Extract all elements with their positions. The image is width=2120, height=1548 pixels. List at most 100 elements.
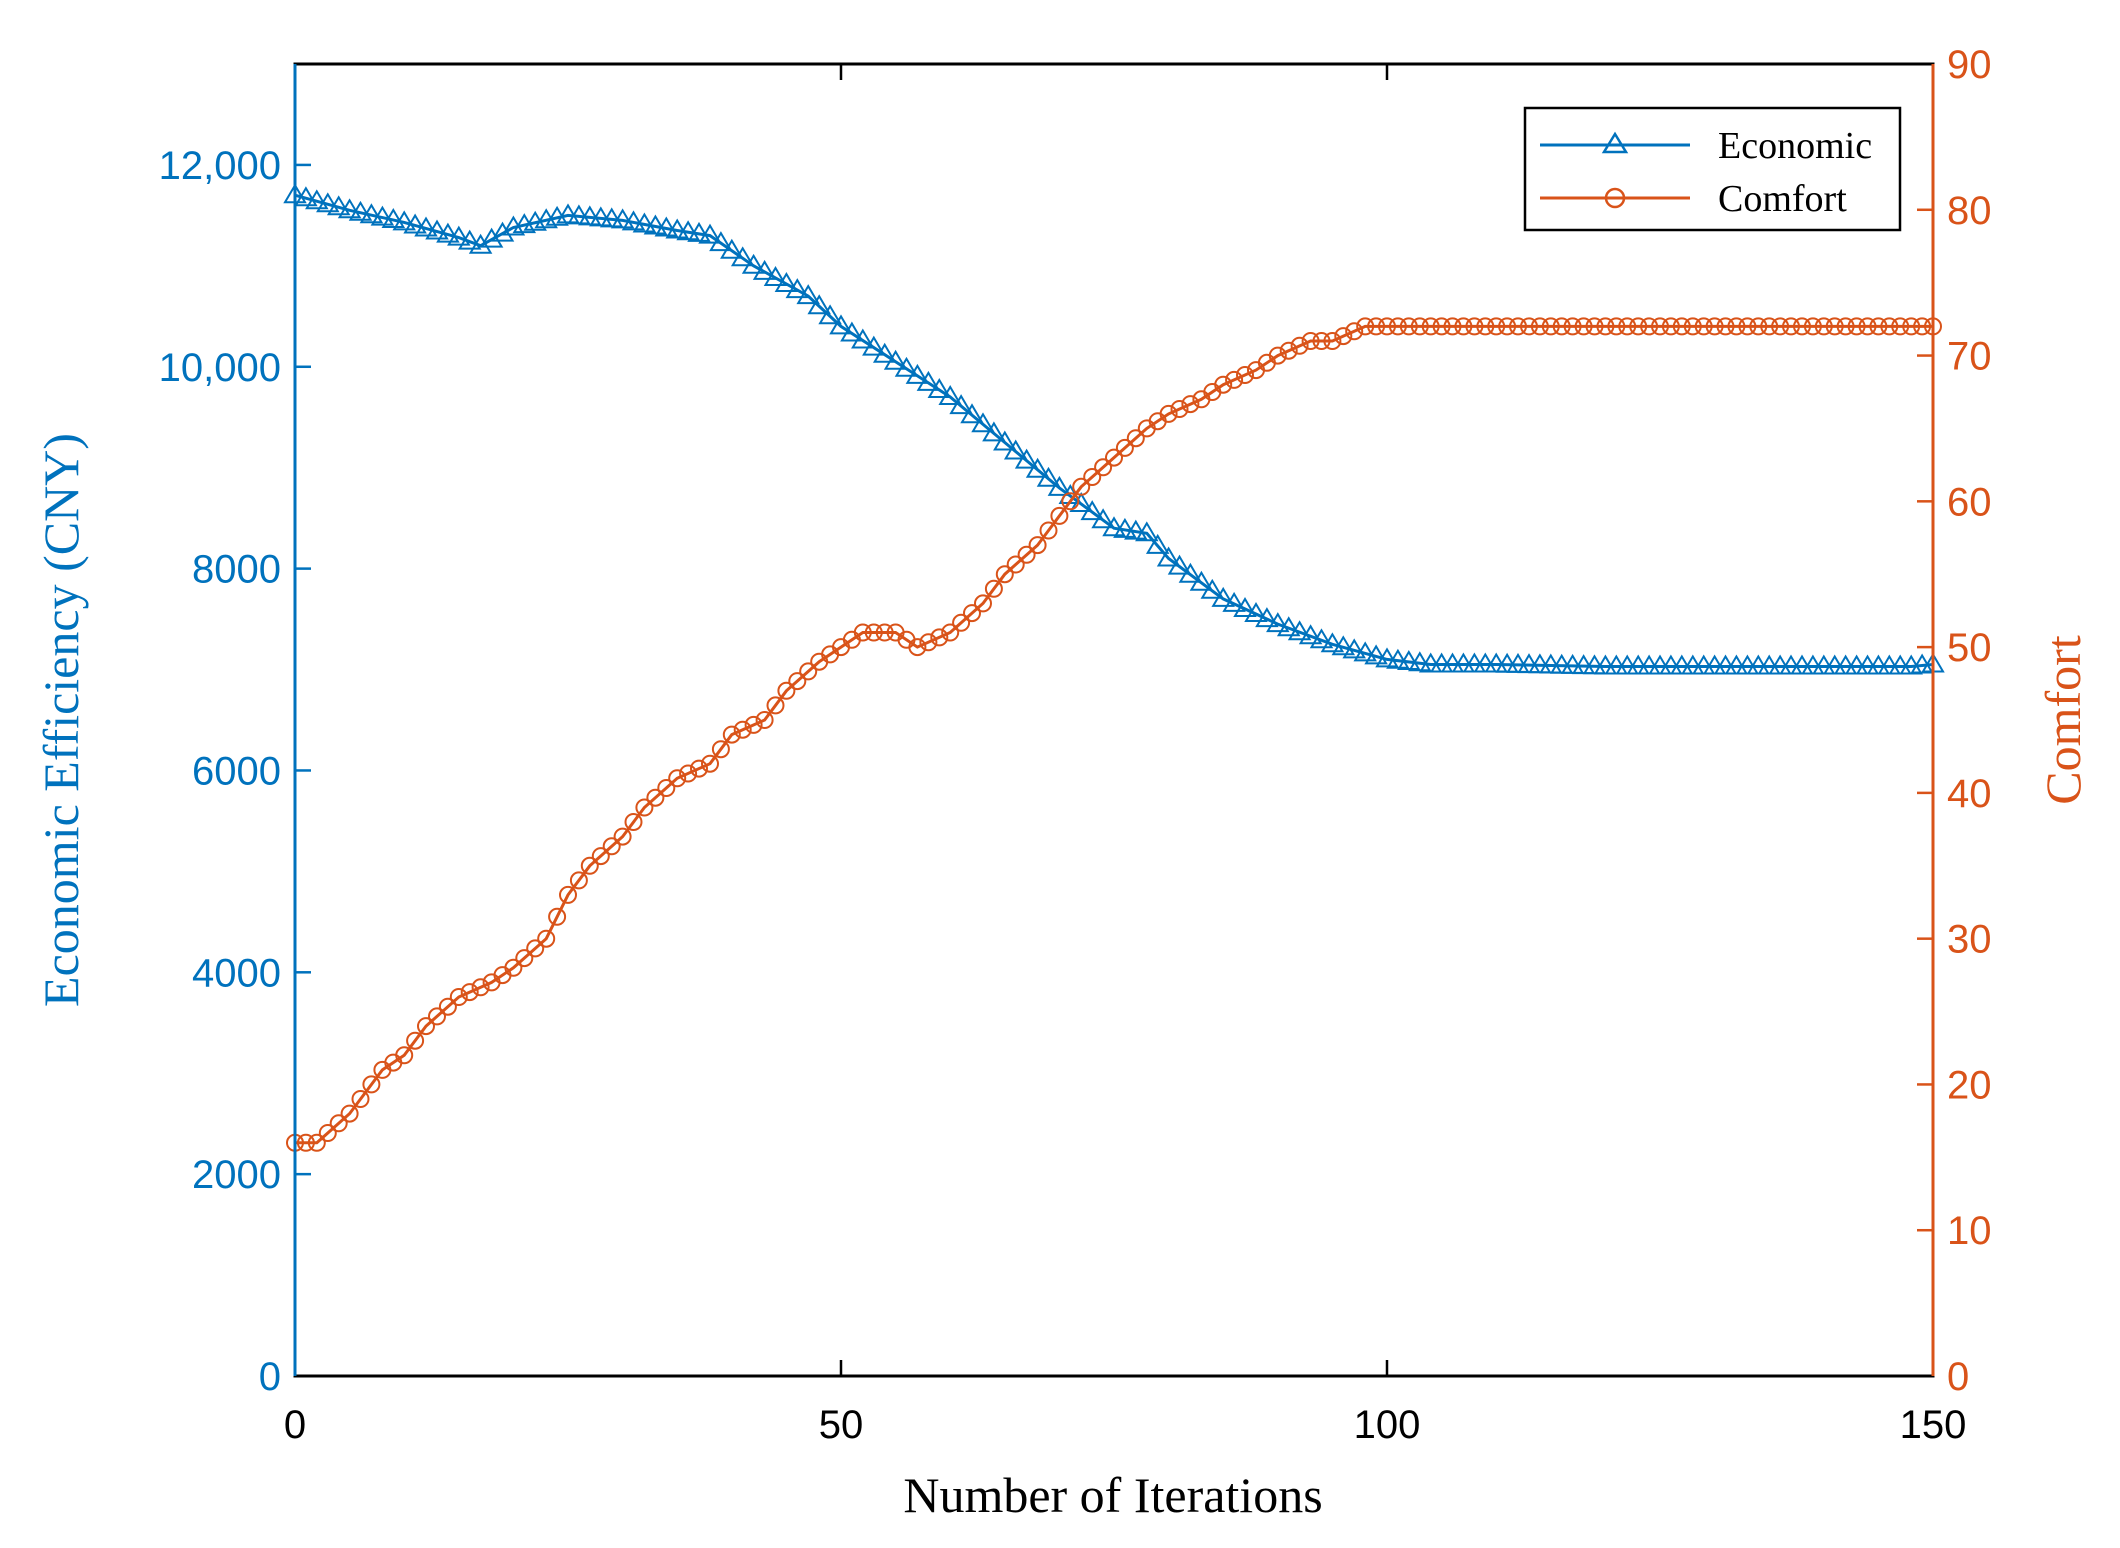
comfort-point-37 <box>690 759 708 778</box>
economic-point-27 <box>578 205 602 226</box>
comfort-point-12 <box>417 1017 435 1036</box>
comfort-point-80 <box>1159 404 1178 423</box>
comfort-point-35 <box>668 769 687 788</box>
comfort-point-101 <box>1388 317 1407 336</box>
comfort-point-68 <box>1028 536 1047 555</box>
comfort-point-16 <box>460 983 479 1002</box>
economic-point-58 <box>916 370 941 391</box>
comfort-point-108 <box>1465 317 1484 336</box>
legend-box <box>1523 106 1902 232</box>
y-left-tick-label-3: 6000 <box>192 749 281 793</box>
comfort-point-73 <box>1083 468 1102 486</box>
y-right-tick-label-4: 40 <box>1947 772 1992 816</box>
tick-marks <box>293 62 1935 1378</box>
y-axis-left-label: Economic Efficiency (CNY) <box>33 433 89 1007</box>
comfort-point-96 <box>1334 327 1353 346</box>
economic-point-41 <box>730 246 755 267</box>
comfort-point-76 <box>1115 438 1134 457</box>
economic-point-75 <box>1102 516 1126 537</box>
economic-point-79 <box>1145 533 1170 554</box>
economic-point-99 <box>1364 644 1388 665</box>
comfort-point-2 <box>307 1133 326 1152</box>
economic-point-65 <box>993 430 1017 451</box>
comfort-point-132 <box>1727 317 1746 336</box>
comfort-point-57 <box>908 638 927 657</box>
comfort-point-1 <box>296 1133 315 1152</box>
economic-point-9 <box>381 208 406 228</box>
economic-point-51 <box>840 321 864 342</box>
comfort-point-87 <box>1236 366 1254 384</box>
tick-labels: 0 50 100 1500200040006000800010,00012,00001… <box>159 43 1992 1447</box>
comfort-point-100 <box>1378 317 1396 336</box>
comfort-point-81 <box>1170 400 1189 418</box>
comfort-point-46 <box>788 672 807 691</box>
comfort-point-130 <box>1705 317 1724 336</box>
economic-point-81 <box>1167 554 1192 575</box>
comfort-point-90 <box>1268 346 1287 365</box>
comfort-point-22 <box>526 939 545 958</box>
economic-point-14 <box>436 222 460 243</box>
comfort-point-97 <box>1345 322 1364 341</box>
comfort-point-62 <box>963 604 981 623</box>
economic-point-95 <box>1320 632 1345 653</box>
economic-point-2 <box>305 189 329 210</box>
economic-point-84 <box>1200 578 1225 599</box>
economic-point-50 <box>829 314 853 335</box>
economic-point-94 <box>1309 628 1334 649</box>
economic-point-74 <box>1091 508 1115 529</box>
comfort-point-119 <box>1585 317 1604 336</box>
economic-point-86 <box>1222 591 1246 612</box>
comfort-point-52 <box>853 623 872 642</box>
comfort-point-147 <box>1891 317 1910 336</box>
economic-point-46 <box>785 278 810 299</box>
economic-point-87 <box>1233 597 1257 617</box>
economic-point-39 <box>709 231 733 252</box>
comfort-point-10 <box>395 1046 414 1065</box>
economic-point-97 <box>1342 638 1366 659</box>
economic-point-83 <box>1189 570 1214 591</box>
comfort-point-7 <box>362 1075 381 1094</box>
comfort-point-85 <box>1214 375 1233 394</box>
comfort-point-133 <box>1738 317 1757 336</box>
comfort-point-145 <box>1869 317 1888 336</box>
legend: Economic Comfort <box>1523 106 1902 232</box>
comfort-point-44 <box>766 696 785 715</box>
comfort-point-33 <box>646 788 665 807</box>
economic-point-28 <box>589 206 613 227</box>
comfort-point-53 <box>864 623 883 642</box>
economic-point-33 <box>643 214 668 235</box>
economic-point-73 <box>1080 500 1104 521</box>
economic-point-30 <box>610 208 635 229</box>
economic-point-78 <box>1135 521 1159 542</box>
economic-point-89 <box>1255 607 1279 628</box>
economic-point-76 <box>1113 517 1137 538</box>
comfort-point-126 <box>1661 317 1680 336</box>
comfort-point-94 <box>1312 332 1331 350</box>
comfort-point-106 <box>1443 317 1462 336</box>
comfort-point-39 <box>711 740 730 759</box>
comfort-point-103 <box>1410 317 1429 336</box>
economic-point-44 <box>763 266 788 286</box>
comfort-point-116 <box>1552 317 1571 336</box>
comfort-point-65 <box>995 565 1014 584</box>
y-left-tick-label-4: 8000 <box>192 548 281 592</box>
comfort-point-61 <box>952 613 971 632</box>
comfort-point-58 <box>919 633 938 652</box>
comfort-point-14 <box>438 997 457 1016</box>
economic-point-35 <box>665 218 689 239</box>
comfort-point-27 <box>580 856 599 875</box>
economic-point-59 <box>927 378 952 398</box>
comfort-point-91 <box>1279 341 1298 360</box>
x-tick-label-1: 50 <box>819 1403 864 1447</box>
comfort-point-127 <box>1672 317 1691 336</box>
economic-point-13 <box>425 219 449 240</box>
comfort-point-149 <box>1913 317 1932 336</box>
economic-point-85 <box>1211 586 1235 607</box>
comfort-point-121 <box>1607 317 1626 336</box>
legend-comfort-label: Comfort <box>1718 178 1847 220</box>
economic-point-42 <box>741 253 766 274</box>
comfort-point-59 <box>930 628 949 647</box>
y-right-tick-label-0: 0 <box>1947 1355 1969 1399</box>
comfort-point-131 <box>1716 317 1735 336</box>
x-tick-label-2: 100 <box>1354 1403 1421 1447</box>
